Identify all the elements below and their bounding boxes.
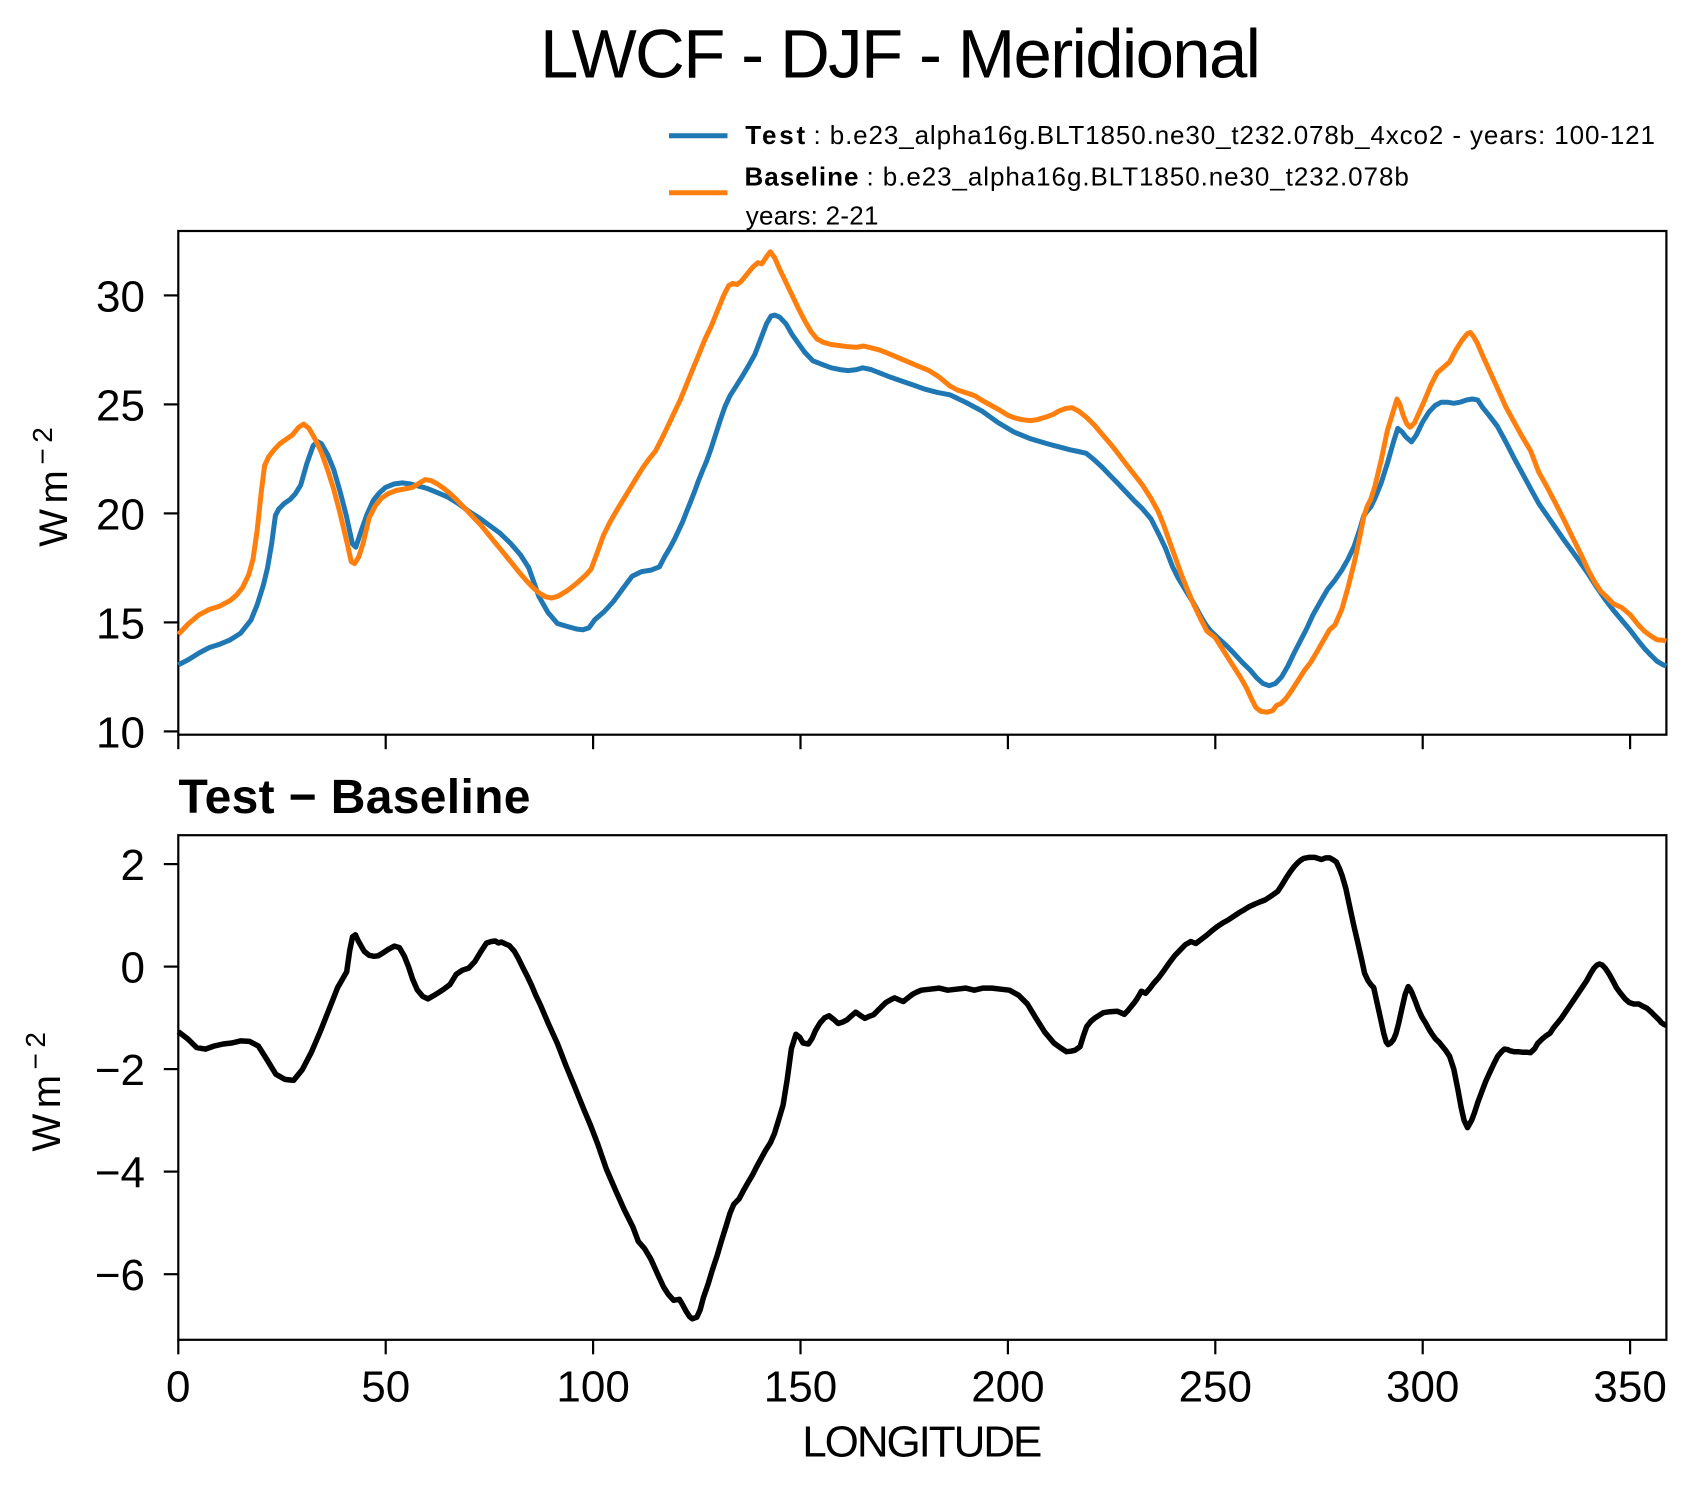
svg-text:30: 30 bbox=[96, 272, 145, 321]
svg-text:−2: −2 bbox=[95, 1046, 145, 1095]
svg-text:−6: −6 bbox=[95, 1251, 145, 1300]
svg-text:25: 25 bbox=[96, 381, 145, 430]
svg-text:10: 10 bbox=[96, 708, 145, 757]
svg-text:50: 50 bbox=[361, 1362, 410, 1411]
svg-text:100: 100 bbox=[556, 1362, 629, 1411]
svg-text:0: 0 bbox=[121, 944, 145, 993]
svg-text:Baseline: Baseline bbox=[745, 162, 859, 192]
svg-text:Test − Baseline: Test − Baseline bbox=[179, 771, 531, 824]
svg-text:−4: −4 bbox=[95, 1149, 145, 1198]
svg-text:20: 20 bbox=[96, 490, 145, 539]
svg-text:: b.e23_alpha16g.BLT1850.ne30_: : b.e23_alpha16g.BLT1850.ne30_t232.078b_… bbox=[814, 120, 1656, 150]
svg-text:200: 200 bbox=[971, 1362, 1044, 1411]
svg-text:: b.e23_alpha16g.BLT1850.ne30_: : b.e23_alpha16g.BLT1850.ne30_t232.078b bbox=[867, 162, 1409, 192]
svg-text:LWCF - DJF - Meridional: LWCF - DJF - Meridional bbox=[540, 16, 1261, 93]
svg-text:15: 15 bbox=[96, 599, 145, 648]
svg-text:LONGITUDE: LONGITUDE bbox=[802, 1418, 1042, 1467]
svg-text:150: 150 bbox=[764, 1362, 837, 1411]
svg-text:300: 300 bbox=[1386, 1362, 1459, 1411]
svg-text:250: 250 bbox=[1179, 1362, 1252, 1411]
svg-text:350: 350 bbox=[1593, 1362, 1666, 1411]
svg-text:years: 2-21: years: 2-21 bbox=[746, 201, 879, 231]
svg-text:2: 2 bbox=[121, 841, 145, 890]
svg-text:0: 0 bbox=[166, 1362, 190, 1411]
svg-text:Test: Test bbox=[745, 120, 805, 150]
svg-text:Wm−2: Wm−2 bbox=[27, 422, 76, 547]
